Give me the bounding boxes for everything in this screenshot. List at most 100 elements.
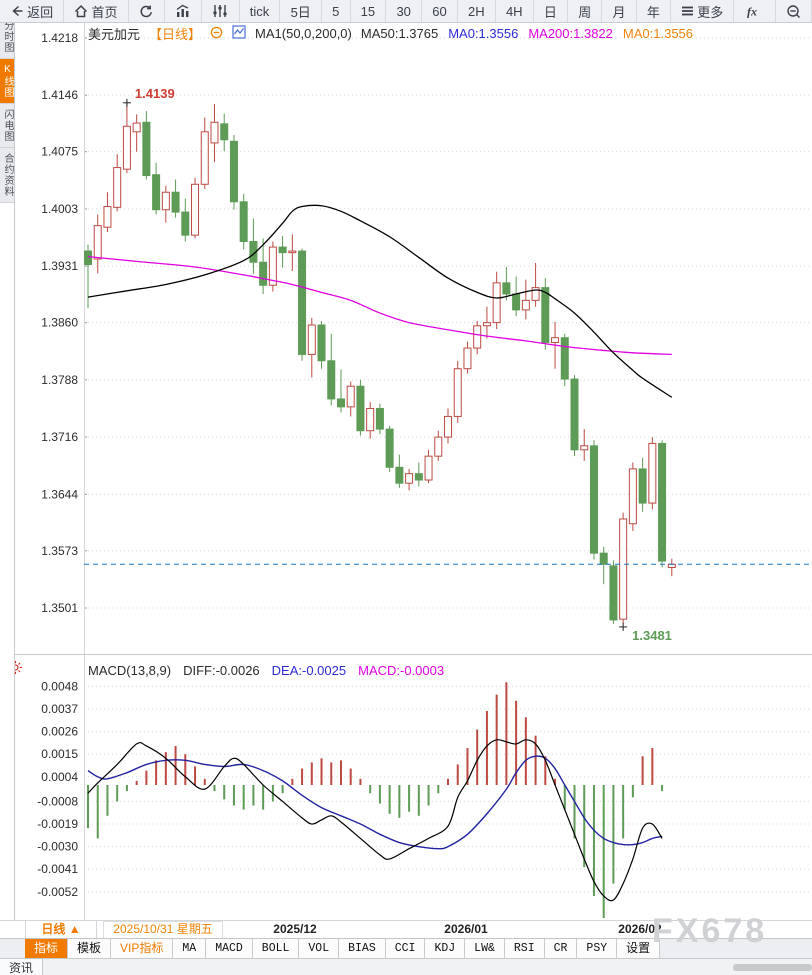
chart-style-button[interactable] [165, 0, 203, 22]
macd-axis-label: -0.0008 [37, 794, 78, 808]
period-tag: 【日线】 [149, 27, 202, 42]
zoom-out-button[interactable] [776, 0, 812, 22]
candle-body [395, 466, 404, 484]
left-sidebar: 分时图 K线图 闪电图 合约资料 [0, 15, 15, 920]
period-month-button[interactable]: 月 [602, 0, 637, 22]
tab-boll[interactable]: BOLL [252, 939, 300, 959]
macd-axis-label: 0.0026 [41, 725, 78, 739]
period-week-button-label: 周 [578, 4, 592, 20]
candle-body [152, 174, 161, 211]
ma-value-2: MA200:1.3822 [528, 26, 613, 41]
price-axis-label: 1.4075 [41, 145, 78, 159]
price-axis-label: 1.3860 [41, 316, 78, 330]
candle-body [405, 473, 414, 484]
period-2h-button[interactable]: 2H [458, 0, 496, 22]
month-label-1: 2026/01 [444, 922, 488, 936]
tab-vol[interactable]: VOL [299, 939, 340, 959]
candle-body [93, 225, 102, 260]
candle-body [424, 455, 433, 481]
tab-psy[interactable]: PSY [577, 939, 618, 959]
tab-rsi[interactable]: RSI [504, 939, 545, 959]
period-day-button[interactable]: 日 [534, 0, 569, 22]
sliders-icon [213, 5, 228, 17]
period-15m-button[interactable]: 15 [351, 0, 387, 22]
period-year-button[interactable]: 年 [637, 0, 672, 22]
candle-body [307, 324, 316, 355]
macd-axis-label: -0.0052 [37, 885, 78, 899]
tab-vip-indicator[interactable]: VIP指标 [111, 939, 174, 959]
macd-value-3: MACD:-0.0003 [358, 663, 445, 678]
candle-body [268, 246, 277, 286]
period-5day-button[interactable]: 5日 [280, 0, 322, 22]
sidebar-item-lightning-chart[interactable]: 闪电图 [0, 104, 14, 148]
period-4h-button[interactable]: 4H [496, 0, 534, 22]
macd-axis-label: 0.0015 [41, 747, 78, 761]
price-axis-label: 1.4146 [41, 88, 78, 102]
candle-body [103, 206, 112, 228]
high-price-annotation: 1.4139 [135, 86, 175, 101]
bottom-bar: 资讯 [0, 958, 812, 975]
sidebar-item-kline-chart[interactable]: K线图 [0, 59, 14, 104]
candle-body [521, 299, 530, 311]
candle-body [171, 191, 180, 213]
ma-settings-label[interactable]: MA1(50,0,200,0) [255, 26, 352, 41]
candle-body [122, 125, 131, 170]
tab-cr[interactable]: CR [544, 939, 578, 959]
candle-body [589, 445, 598, 554]
sidebar-item-time-chart[interactable]: 分时图 [0, 15, 14, 59]
tab-macd[interactable]: MACD [206, 939, 253, 959]
period-week-button[interactable]: 周 [568, 0, 603, 22]
back-button[interactable]: 返回 [0, 0, 65, 22]
tab-kdj[interactable]: KDJ [425, 939, 466, 959]
candle-body [288, 250, 297, 254]
candle-body [619, 518, 628, 620]
symbol-name: 美元加元 [88, 27, 141, 42]
ma-values: MA50:1.3765 MA0:1.3556 MA200:1.3822 MA0:1.3… [361, 26, 693, 41]
diff-line [87, 739, 663, 902]
kline-mini-icon[interactable] [232, 25, 246, 42]
tab-bias[interactable]: BIAS [339, 939, 386, 959]
tab-lw[interactable]: LW& [465, 939, 505, 959]
tab-news[interactable]: 资讯 [0, 959, 43, 975]
horizontal-scrollbar[interactable] [733, 964, 812, 971]
collapse-circle-icon[interactable] [210, 26, 223, 42]
refresh-button[interactable] [129, 0, 165, 22]
tick-button[interactable]: tick [240, 0, 281, 22]
symbol-info-bar: 美元加元 【日线】 MA1(50,0,200,0) MA50:1.3765 MA0… [88, 24, 693, 43]
period-30m-button[interactable]: 30 [386, 0, 423, 22]
macd-value-2: DEA:-0.0025 [271, 663, 347, 678]
kline-chart-icon [176, 4, 189, 17]
candle-body [327, 360, 336, 400]
price-axis-label: 1.3931 [41, 259, 78, 273]
more-button[interactable]: 更多 [671, 0, 735, 22]
candle-body [551, 337, 560, 343]
candle-body [220, 123, 229, 141]
tab-template[interactable]: 模板 [68, 939, 112, 959]
home-button[interactable]: 首页 [64, 0, 129, 22]
candle-body [375, 407, 384, 430]
macd-axis-label: -0.0019 [37, 817, 78, 831]
sidebar-item-contract-info[interactable]: 合约资料 [0, 148, 14, 203]
candle-body [414, 473, 423, 481]
macd-axis-label: 0.0004 [41, 770, 78, 784]
tab-indicator[interactable]: 指标 [25, 939, 69, 959]
tab-settings[interactable]: 设置 [617, 939, 661, 959]
candle-body [473, 325, 482, 349]
period-selector[interactable]: 日线 ▲ [25, 921, 97, 938]
macd-info-bar: MACD(13,8,9) DIFF:-0.0026 DEA:-0.0025 MACD:… [88, 663, 444, 678]
macd-axis-label: 0.0037 [41, 702, 78, 716]
tab-ma[interactable]: MA [173, 939, 207, 959]
candle-body [336, 398, 345, 408]
candle-body [317, 324, 326, 362]
tab-cci[interactable]: CCI [385, 939, 426, 959]
period-60m-button[interactable]: 60 [422, 0, 458, 22]
indicator-tabbar: 指标 模板 VIP指标 MA MACD BOLL VOL BIAS CCI KDJ LW& RSI CR… [0, 938, 812, 959]
formula-button[interactable]: fx [734, 0, 776, 22]
back-button-label: 返回 [27, 4, 54, 20]
ma-value-1: MA0:1.3556 [448, 26, 519, 41]
indicator-adjust-button[interactable] [202, 0, 240, 22]
price-macd-chart[interactable]: 1.4218 1.4146 1.4075 1.4003 1.3931 1.3860 1.37… [0, 0, 812, 920]
macd-axis-label: -0.0041 [37, 862, 78, 876]
candle-body [541, 287, 550, 343]
period-5m-button[interactable]: 5 [322, 0, 351, 22]
